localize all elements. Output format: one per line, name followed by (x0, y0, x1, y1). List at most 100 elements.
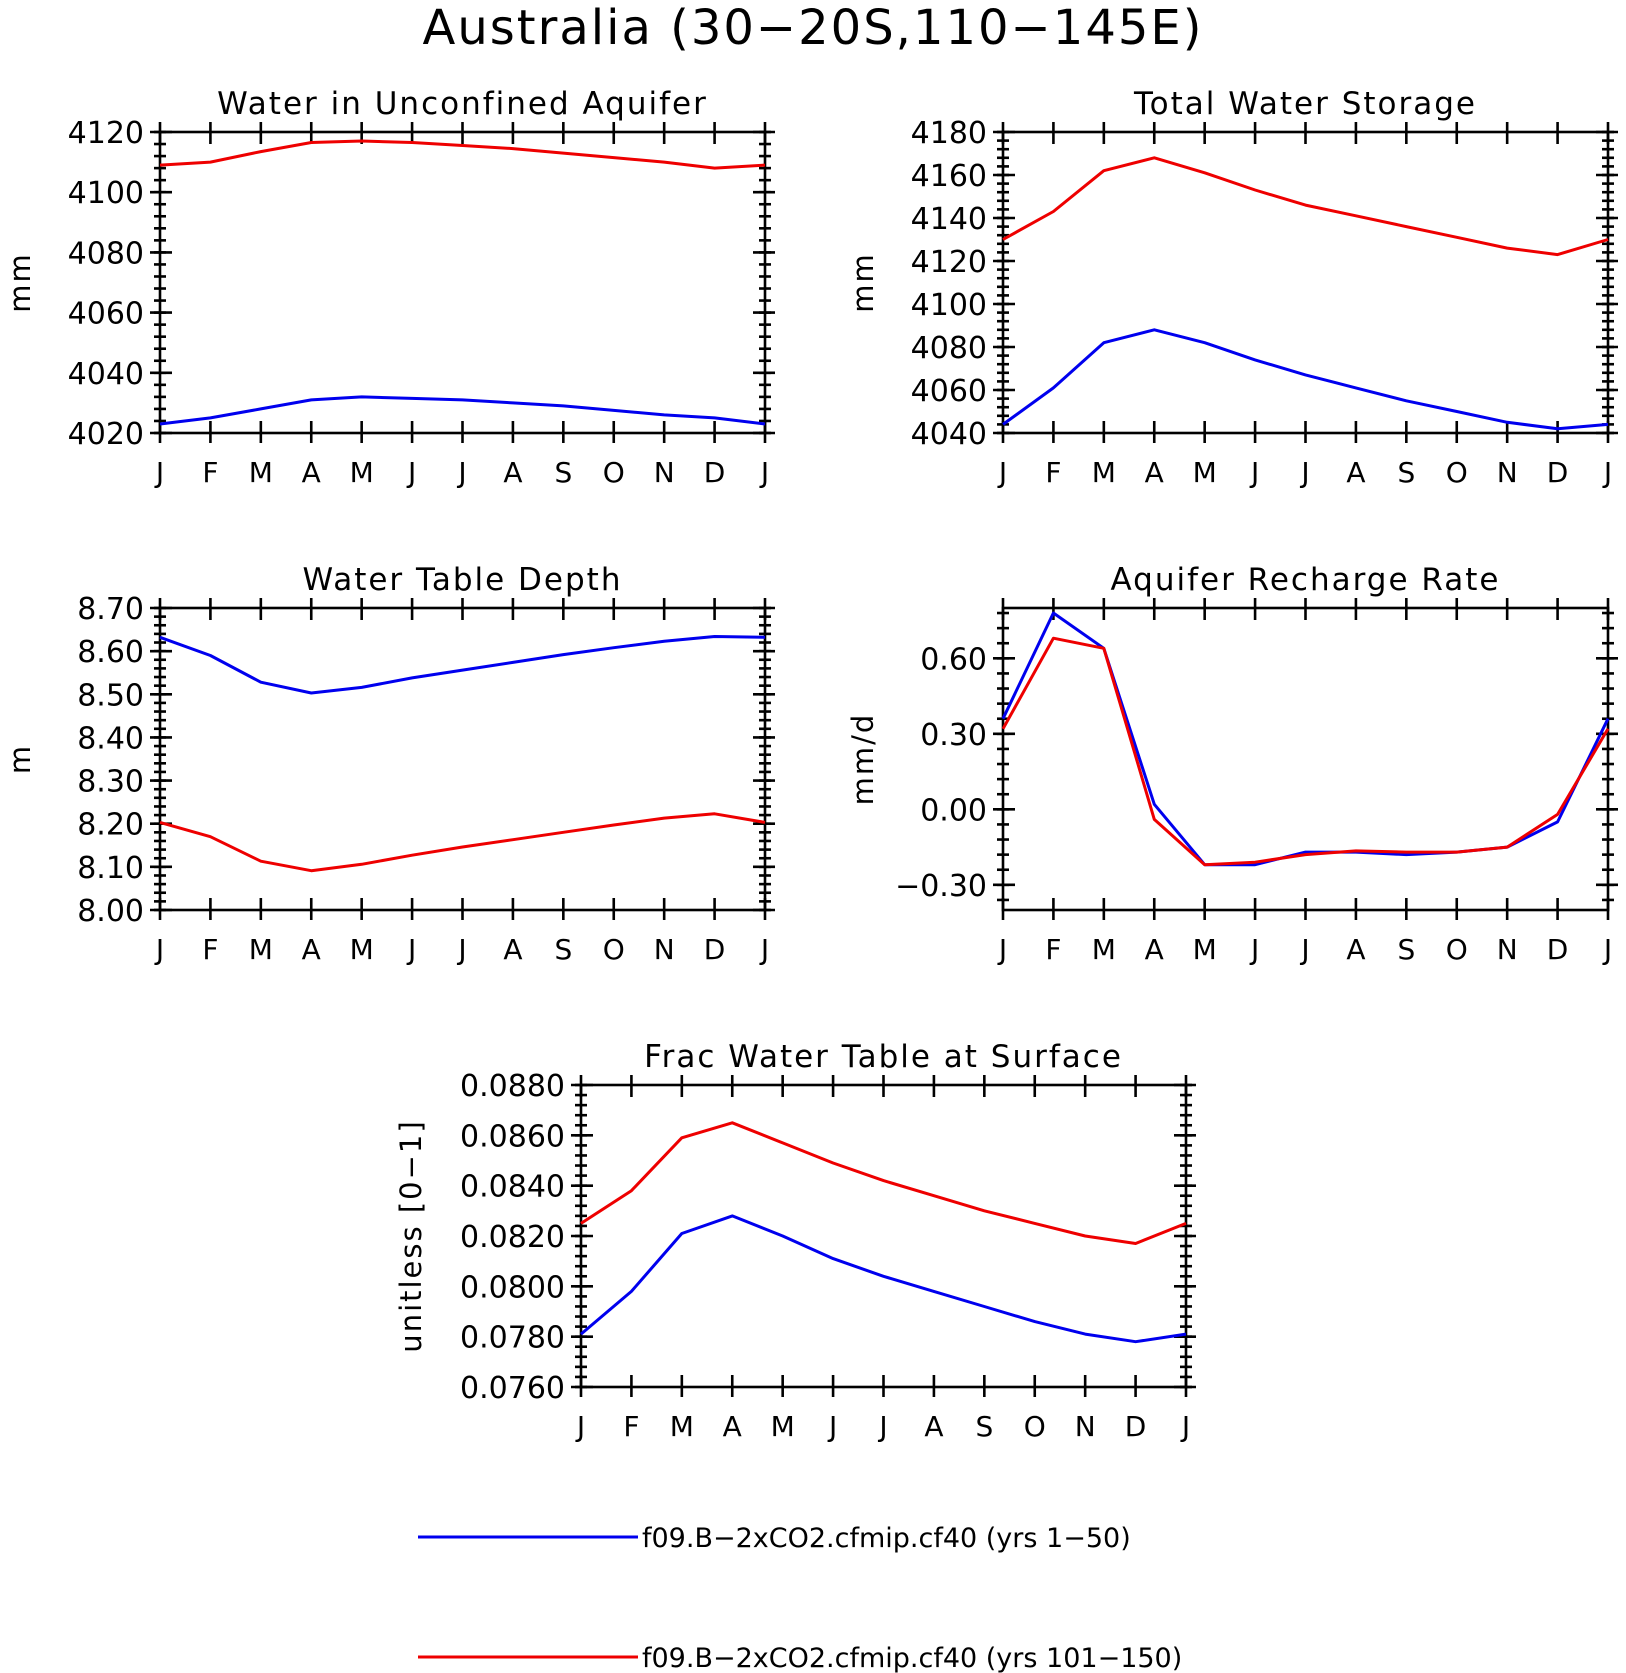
panel-title: Water in Unconfined Aquifer (217, 86, 708, 122)
chart-panel-water-table-depth: Water Table Depth m 8.00 8.10 8.20 8.30 8.40 8.… (3, 562, 775, 966)
x-tick-label: F (202, 933, 218, 966)
y-tick-label: 4160 (911, 159, 987, 194)
x-tick-label: M (670, 1410, 694, 1443)
x-tick-label: M (1193, 933, 1217, 966)
x-tick-label: F (1045, 933, 1061, 966)
x-tick-label: D (1547, 933, 1569, 966)
x-tick-label: A (1346, 933, 1365, 966)
y-tick-label: 0.0800 (460, 1270, 565, 1305)
x-tick-label: S (975, 1410, 993, 1443)
x-tick-label: O (603, 933, 625, 966)
x-tick-label: D (704, 933, 726, 966)
y-tick-label: 4060 (68, 297, 144, 332)
x-tick-label: J (1249, 933, 1259, 966)
x-tick-label: J (827, 1410, 837, 1443)
y-tick-label: 8.30 (77, 765, 144, 800)
y-tick-label: 4040 (911, 417, 987, 452)
y-tick-label: 4040 (68, 357, 144, 392)
y-tick-label: 0.0860 (460, 1119, 565, 1154)
x-tick-label: M (350, 933, 374, 966)
y-tick-label: 8.10 (77, 851, 144, 886)
y-tick-label: 4120 (68, 116, 144, 151)
series-line-red (159, 812, 766, 873)
series-line-blue (159, 635, 766, 695)
x-tick-label: M (1092, 456, 1116, 489)
x-tick-label: J (1299, 933, 1309, 966)
series-line-blue (1001, 611, 1610, 867)
x-tick-label: S (554, 933, 572, 966)
y-tick-label: 0.30 (920, 718, 987, 753)
x-tick-label: M (249, 933, 273, 966)
x-tick-label: A (302, 456, 321, 489)
y-tick-label: 0.0780 (460, 1321, 565, 1356)
y-tick-label: 4100 (68, 176, 144, 211)
panel-title: Frac Water Table at Surface (644, 1039, 1123, 1075)
chart-panel-total-water-storage: Total Water Storage mm 4040 4060 4080 4100 412… (846, 86, 1618, 489)
y-tick-label: 4140 (911, 202, 987, 237)
x-tick-label: M (350, 456, 374, 489)
series-line-red (159, 139, 766, 170)
x-tick-label: D (1125, 1410, 1147, 1443)
y-tick-label: 8.40 (77, 721, 144, 756)
y-tick-label: 8.60 (77, 635, 144, 670)
x-tick-label: O (1446, 456, 1468, 489)
chart-panel-aquifer-recharge-rate: Aquifer Recharge Rate mm/d −0.30 0.00 0.30 0.… (846, 562, 1618, 966)
x-tick-label: O (1024, 1410, 1046, 1443)
series-line-blue (1002, 328, 1609, 431)
chart-panel-water-in-unconfined-aquifer: Water in Unconfined Aquifer mm 4020 4040 406… (3, 86, 775, 489)
y-tick-label: 4060 (911, 374, 987, 409)
x-tick-label: D (704, 456, 726, 489)
x-tick-label: J (997, 933, 1007, 966)
x-tick-label: J (406, 933, 416, 966)
x-tick-label: F (623, 1410, 639, 1443)
x-tick-label: J (154, 456, 164, 489)
x-tick-label: J (877, 1410, 887, 1443)
x-tick-label: O (603, 456, 625, 489)
x-tick-label: D (1547, 456, 1569, 489)
chart-panel-frac-water-table-at-surface: Frac Water Table at Surface unitless [0−1… (394, 1039, 1196, 1443)
x-tick-label: J (575, 1410, 585, 1443)
panel-title: Aquifer Recharge Rate (1111, 562, 1501, 598)
x-tick-label: J (456, 456, 466, 489)
legend-label-red: f09.B−2xCO2.cfmip.cf40 (yrs 101−150) (642, 1643, 1182, 1673)
plot-frame (158, 606, 767, 912)
chart-panels: Water in Unconfined Aquifer mm 4020 4040 406… (3, 86, 1618, 1443)
y-tick-label: 4120 (911, 245, 987, 280)
legend-label-blue: f09.B−2xCO2.cfmip.cf40 (yrs 1−50) (642, 1523, 1131, 1554)
y-tick-label: 4020 (68, 417, 144, 452)
series-line-red (1001, 636, 1610, 867)
x-tick-label: M (1193, 456, 1217, 489)
x-tick-label: A (503, 933, 522, 966)
y-tick-label: 0.60 (920, 642, 987, 677)
x-tick-label: O (1446, 933, 1468, 966)
x-tick-label: J (1249, 456, 1259, 489)
figure-title: Australia (30−20S,110−145E) (423, 0, 1204, 56)
x-tick-label: J (1180, 1410, 1190, 1443)
panel-title: Total Water Storage (1133, 86, 1477, 122)
x-tick-label: J (1602, 933, 1612, 966)
x-tick-label: A (1145, 456, 1164, 489)
y-axis-label: mm/d (846, 713, 880, 806)
series-line-blue (159, 395, 766, 426)
x-tick-label: A (302, 933, 321, 966)
y-tick-label: 4100 (911, 288, 987, 323)
y-tick-label: 8.50 (77, 678, 144, 713)
x-tick-label: M (249, 456, 273, 489)
x-tick-label: N (654, 933, 675, 966)
y-tick-label: 0.00 (920, 793, 987, 828)
y-tick-label: 8.20 (77, 808, 144, 843)
x-tick-label: M (1092, 933, 1116, 966)
x-tick-label: J (1602, 456, 1612, 489)
x-tick-label: A (503, 456, 522, 489)
x-tick-label: J (759, 933, 769, 966)
y-tick-label: 0.0880 (460, 1069, 565, 1104)
y-tick-label: 8.70 (77, 592, 144, 627)
y-axis-label: m (3, 744, 37, 774)
y-tick-label: 4080 (68, 236, 144, 271)
legend: f09.B−2xCO2.cfmip.cf40 (yrs 1−50) f09.B−… (418, 1523, 1182, 1673)
y-axis-label: unitless [0−1] (394, 1119, 428, 1352)
y-axis-label: mm (846, 252, 880, 313)
x-tick-label: S (1397, 933, 1415, 966)
series-line-red (580, 1121, 1187, 1245)
